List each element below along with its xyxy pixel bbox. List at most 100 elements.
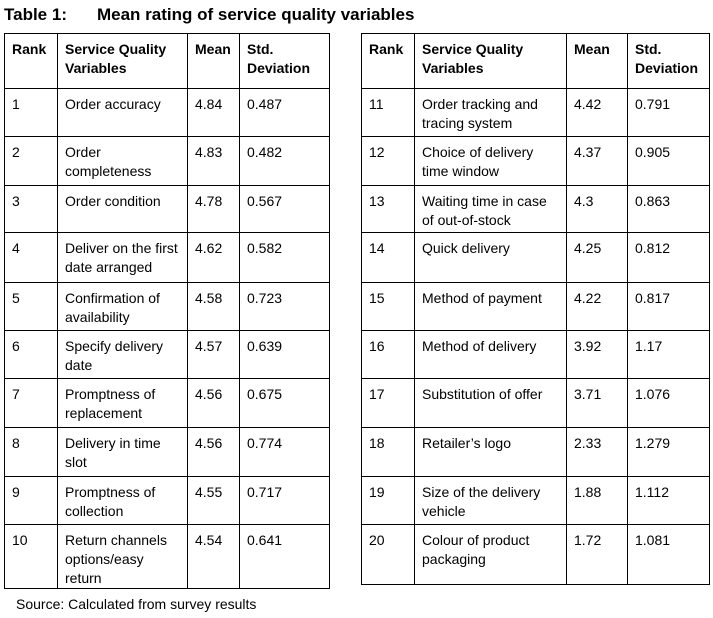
table-cell: 0.774	[239, 427, 330, 477]
header-cell: Rank	[361, 33, 415, 89]
table-row: 19 Size of the delivery vehicle 1.88 1.112	[361, 476, 710, 525]
header-row: Rank Service Quality Variables Mean Std. De…	[4, 33, 330, 89]
table-cell: Quick delivery	[414, 232, 567, 283]
table-cell: Order tracking and tracing system	[414, 88, 567, 137]
table-cell: 0.905	[627, 136, 710, 186]
table-row: 16 Method of delivery 3.92 1.17	[361, 330, 710, 379]
table-cell: 16	[361, 330, 415, 379]
table-cell: 4.56	[187, 427, 240, 477]
table-cell: 2.33	[566, 427, 628, 477]
table-cell: 0.717	[239, 476, 330, 525]
table-cell: 0.641	[239, 524, 330, 589]
table-row: 8 Delivery in time slot 4.56 0.774	[4, 427, 330, 477]
table-cell: 4.55	[187, 476, 240, 525]
table-cell: 4.83	[187, 136, 240, 186]
table-cell: 4.84	[187, 88, 240, 137]
table-cell: 4.42	[566, 88, 628, 137]
table-cell: 0.675	[239, 378, 330, 428]
header-cell: Service Quality Variables	[414, 33, 567, 89]
table-cell: 4.78	[187, 185, 240, 233]
table-cell: 7	[4, 378, 58, 428]
table-cell: 0.567	[239, 185, 330, 233]
table-cell: Colour of product packaging	[414, 524, 567, 585]
table-row: 6 Specify delivery date 4.57 0.639	[4, 330, 330, 379]
table-cell: 0.487	[239, 88, 330, 137]
table-row: 4 Deliver on the first date arranged 4.62 0…	[4, 232, 330, 283]
table-cell: 12	[361, 136, 415, 186]
table-cell: Order completeness	[57, 136, 188, 186]
table-cell: 15	[361, 282, 415, 331]
data-table: Rank Service Quality Variables Mean Std. De…	[361, 33, 710, 585]
table-cell: Waiting time in case of out-of-stock	[414, 185, 567, 233]
header-cell: Mean	[187, 33, 240, 89]
table-cell: 4.62	[187, 232, 240, 283]
table-cell: Promptness of replacement	[57, 378, 188, 428]
table-cell: 0.817	[627, 282, 710, 331]
table-cell: 0.639	[239, 330, 330, 379]
table-cell: 1.88	[566, 476, 628, 525]
table-cell: 1.076	[627, 378, 710, 428]
table-cell: Retailer’s logo	[414, 427, 567, 477]
table-row: 3 Order condition 4.78 0.567	[4, 185, 330, 233]
table-row: 1 Order accuracy 4.84 0.487	[4, 88, 330, 137]
table-row: 9 Promptness of collection 4.55 0.717	[4, 476, 330, 525]
table-cell: 3.92	[566, 330, 628, 379]
table-row: 20 Colour of product packaging 1.72 1.081	[361, 524, 710, 585]
header-row: Rank Service Quality Variables Mean Std. De…	[361, 33, 710, 89]
header-cell: Std. Deviation	[627, 33, 710, 89]
table-cell: Order condition	[57, 185, 188, 233]
table-cell: 2	[4, 136, 58, 186]
table-cell: 1.279	[627, 427, 710, 477]
table-cell: 4.54	[187, 524, 240, 589]
table-cell: 1	[4, 88, 58, 137]
table-cell: 4.56	[187, 378, 240, 428]
table-row: 17 Substitution of offer 3.71 1.076	[361, 378, 710, 428]
table-cell: 19	[361, 476, 415, 525]
table-cell: 14	[361, 232, 415, 283]
header-cell: Service Quality Variables	[57, 33, 188, 89]
table-cell: 0.791	[627, 88, 710, 137]
table-cell: 3	[4, 185, 58, 233]
table-row: 7 Promptness of replacement 4.56 0.675	[4, 378, 330, 428]
table-cell: 11	[361, 88, 415, 137]
table-cell: 4.57	[187, 330, 240, 379]
table-cell: 0.482	[239, 136, 330, 186]
table-cell: 8	[4, 427, 58, 477]
table-row: 11 Order tracking and tracing system 4.42 0…	[361, 88, 710, 137]
title-label: Table 1:	[4, 5, 67, 24]
table-cell: 0.812	[627, 232, 710, 283]
table-cell: 0.582	[239, 232, 330, 283]
table-cell: 4	[4, 232, 58, 283]
title-text: Mean rating of service quality variables	[96, 5, 415, 24]
table-cell: 13	[361, 185, 415, 233]
source-note: Source: Calculated from survey results	[16, 596, 257, 612]
table-cell: 4.37	[566, 136, 628, 186]
table-cell: Choice of delivery time window	[414, 136, 567, 186]
table-cell: 4.22	[566, 282, 628, 331]
table-cell: 17	[361, 378, 415, 428]
table-cell: Method of payment	[414, 282, 567, 331]
table-row: 5 Confirmation of availability 4.58 0.723	[4, 282, 330, 331]
table-cell: Substitution of offer	[414, 378, 567, 428]
table-row: 15 Method of payment 4.22 0.817	[361, 282, 710, 331]
table-cell: Specify delivery date	[57, 330, 188, 379]
header-cell: Rank	[4, 33, 58, 89]
table-cell: 4.3	[566, 185, 628, 233]
table-cell: Delivery in time slot	[57, 427, 188, 477]
table-cell: Deliver on the first date arranged	[57, 232, 188, 283]
table-cell: 9	[4, 476, 58, 525]
table-cell: Return channels options/easy return	[57, 524, 188, 589]
table-cell: Size of the delivery vehicle	[414, 476, 567, 525]
table-row: 12 Choice of delivery time window 4.37 0.90…	[361, 136, 710, 186]
header-cell: Mean	[566, 33, 628, 89]
table-cell: 18	[361, 427, 415, 477]
table-cell: 4.58	[187, 282, 240, 331]
table-cell: 6	[4, 330, 58, 379]
table-cell: 4.25	[566, 232, 628, 283]
table-row: 2 Order completeness 4.83 0.482	[4, 136, 330, 186]
table-cell: 0.863	[627, 185, 710, 233]
table-cell: 20	[361, 524, 415, 585]
table-cell: Promptness of collection	[57, 476, 188, 525]
table-cell: 5	[4, 282, 58, 331]
